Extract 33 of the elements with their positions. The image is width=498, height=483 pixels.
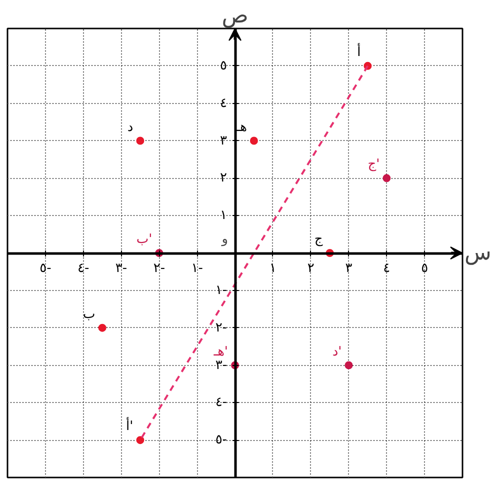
x-tick-label: ٢ — [307, 261, 314, 276]
x-tick-label: ٣- — [115, 261, 128, 276]
annotation: هـ' — [212, 344, 228, 360]
x-tick-label: ١ — [269, 261, 276, 276]
annotation: ج' — [368, 157, 380, 172]
annotation: أ — [357, 42, 361, 60]
y-tick-label: ٥- — [215, 432, 228, 448]
y-tick-label: ٤- — [215, 395, 228, 410]
x-tick-label: ٥- — [40, 261, 52, 276]
y-tick-label: ٥ — [220, 58, 228, 74]
x-tick-label: ٤- — [77, 261, 90, 276]
y-tick-label: ٢ — [220, 170, 228, 186]
y-tick-label: ٣ — [220, 133, 228, 148]
annotation: د' — [332, 344, 342, 360]
x-tick-label: ٥ — [421, 261, 428, 276]
y-tick-label: ٣- — [215, 358, 228, 373]
x-tick-label: ١- — [191, 261, 204, 276]
y-tick-label: ٢- — [215, 320, 228, 336]
y-tick-label: ٤ — [220, 96, 227, 111]
y-axis-title: ص — [222, 4, 248, 28]
x-tick-label: ٤ — [383, 261, 390, 276]
annotation: د — [127, 120, 134, 135]
annotation: ج — [314, 232, 324, 247]
annotation: أ' — [126, 417, 134, 434]
annotation: ب — [83, 306, 96, 322]
y-tick-label: ١ — [220, 208, 227, 224]
annotation: ب' — [136, 232, 152, 247]
annotation: و — [220, 232, 228, 247]
annotation: هـ — [235, 120, 248, 135]
x-tick-label: ٣ — [345, 261, 352, 276]
x-axis-title: س — [464, 240, 492, 266]
y-tick-label: ١- — [215, 282, 228, 298]
x-tick-label: ٢- — [153, 261, 166, 276]
